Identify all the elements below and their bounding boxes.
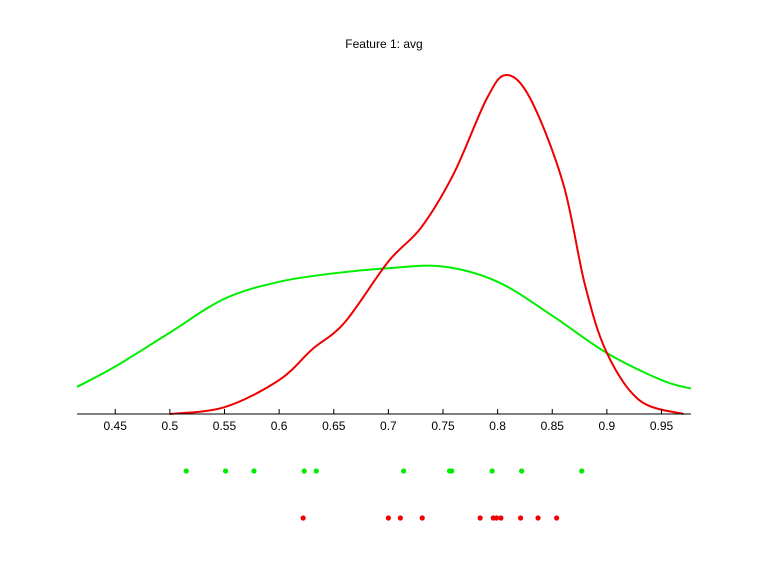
red-sample-point	[554, 515, 560, 521]
green-sample-point	[251, 468, 257, 474]
green-sample-point	[183, 468, 189, 474]
green-sample-point	[222, 468, 229, 474]
x-tick-label: 0.75	[431, 419, 455, 433]
x-axis-ticks: 0.45 0.5 0.55 0.6 0.65 0.7 0.75 0.8 0.85 0.9 0.95	[104, 409, 674, 433]
red-density-curve	[169, 73, 684, 415]
red-sample-point	[477, 515, 483, 521]
red-sample-point	[300, 515, 306, 521]
x-tick-label: 0.65	[322, 419, 346, 433]
x-tick-label: 0.9	[599, 419, 616, 433]
x-tick-label: 0.5	[162, 419, 179, 433]
green-sample-point	[301, 468, 307, 474]
green-sample-point	[313, 468, 319, 474]
red-sample-point	[535, 515, 541, 521]
red-sample-point	[498, 515, 504, 521]
green-sample-point	[449, 468, 455, 474]
density-curves	[76, 73, 692, 415]
sample-points	[183, 468, 585, 521]
red-sample-point	[493, 515, 500, 521]
red-sample-point	[397, 515, 403, 521]
green-sample-point	[401, 468, 407, 474]
x-tick-label: 0.55	[213, 419, 237, 433]
red-sample-point	[385, 515, 391, 521]
green-sample-point	[489, 468, 495, 474]
red-sample-point	[419, 515, 425, 521]
x-tick-label: 0.95	[650, 419, 674, 433]
x-tick-label: 0.6	[271, 419, 288, 433]
x-tick-label: 0.8	[489, 419, 506, 433]
green-sample-point	[519, 468, 525, 474]
x-tick-label: 0.7	[380, 419, 397, 433]
x-tick-label: 0.85	[541, 419, 565, 433]
green-density-curve	[76, 264, 692, 390]
red-sample-point	[517, 515, 524, 521]
green-sample-point	[579, 468, 585, 474]
chart-title: Feature 1: avg	[345, 37, 422, 51]
x-tick-label: 0.45	[104, 419, 128, 433]
